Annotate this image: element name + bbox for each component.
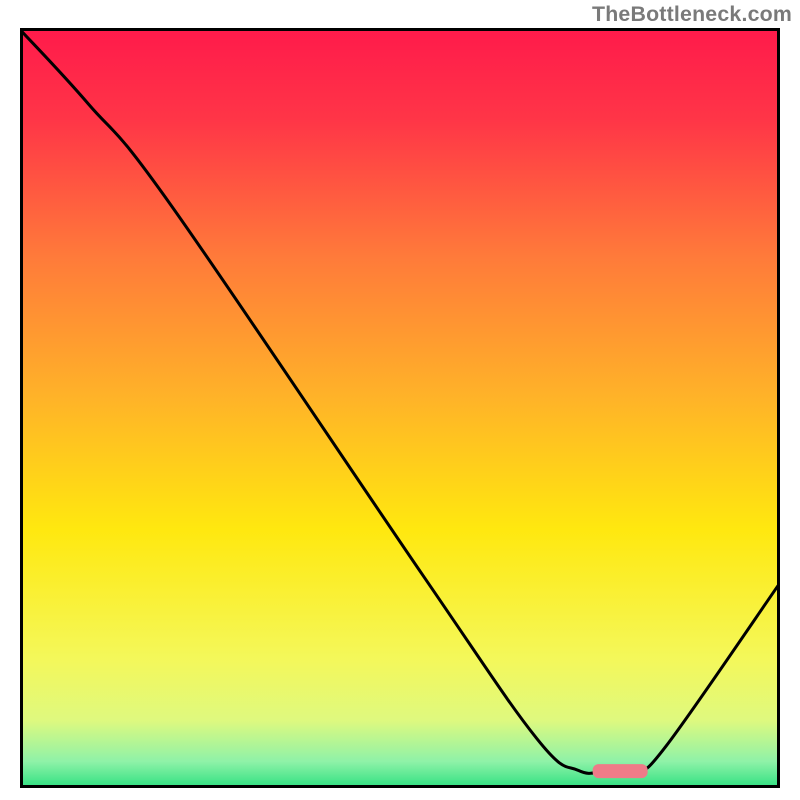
chart-root: TheBottleneck.com [0, 0, 800, 800]
chart-svg [20, 28, 780, 788]
target-marker [593, 764, 648, 778]
plot-area [20, 28, 780, 788]
bottleneck-curve [20, 30, 780, 774]
watermark-text: TheBottleneck.com [592, 2, 792, 27]
